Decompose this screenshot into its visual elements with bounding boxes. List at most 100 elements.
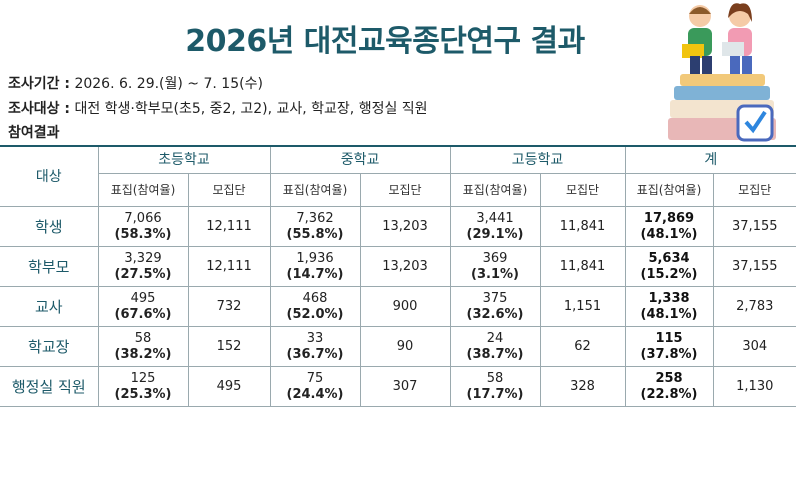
sample-count: 33 (306, 330, 324, 346)
participation-rate: (22.8%) (640, 386, 698, 402)
population-cell: 13,203 (359, 206, 451, 247)
target-label: 조사대상 : (8, 101, 70, 117)
sample-cell: 258 (22.8%) (624, 366, 714, 407)
period: 2026. 6. 29.(월) ~ 7. 15(수) (74, 76, 263, 92)
table-row: 행정실 직원 125 (25.3%) 495 75 (24.4%) 307 58 (17.7%)… (0, 366, 796, 407)
sub-header: 표집(참여율) (624, 173, 714, 207)
sample-cell: 7,066 (58.3%) (97, 206, 189, 247)
population-cell: 11,841 (539, 206, 626, 247)
period-line: 조사기간 : 2026. 6. 29.(월) ~ 7. 15(수) (8, 73, 263, 93)
participation-rate: (48.1%) (640, 306, 698, 322)
population-cell: 37,155 (712, 206, 796, 247)
row-label: 행정실 직원 (0, 366, 99, 407)
row-label: 학부모 (0, 246, 99, 287)
population-cell: 307 (359, 366, 451, 407)
sample-cell: 468 (52.0%) (269, 286, 361, 327)
title: 2026년 대전교육종단연구 결과 (185, 24, 585, 59)
row-label: 학생 (0, 206, 99, 247)
group-header: 고등학교 (449, 145, 626, 174)
sample-cell: 125 (25.3%) (97, 366, 189, 407)
sub-header: 표집(참여율) (449, 173, 541, 207)
sample-count: 1,936 (296, 250, 334, 266)
population-cell: 900 (359, 286, 451, 327)
results-label: 참여결과 (8, 125, 60, 141)
sample-cell: 115 (37.8%) (624, 326, 714, 367)
sample-count: 58 (486, 370, 504, 386)
sample-cell: 24 (38.7%) (449, 326, 541, 367)
target-line: 조사대상 : 대전 학생·학부모(초5, 중2, 고2), 교사, 학교장, 행… (8, 98, 428, 118)
sample-count: 1,338 (648, 290, 690, 306)
table-row: 학교장 58 (38.2%) 152 33 (36.7%) 90 24 (38.7%) 62 115… (0, 326, 796, 367)
sub-header: 모집단 (712, 173, 796, 207)
target: 대전 학생·학부모(초5, 중2, 고2), 교사, 학교장, 행정실 직원 (74, 101, 428, 117)
table-row: 교사 495 (67.6%) 732 468 (52.0%) 900 375 (32.6%) 1,… (0, 286, 796, 327)
group-header: 중학교 (269, 145, 451, 174)
sample-cell: 33 (36.7%) (269, 326, 361, 367)
sample-cell: 1,338 (48.1%) (624, 286, 714, 327)
table-row: 학부모 3,329 (27.5%) 12,111 1,936 (14.7%) 13,203 3… (0, 246, 796, 287)
population-cell: 90 (359, 326, 451, 367)
participation-rate: (37.8%) (640, 346, 698, 362)
sample-count: 75 (306, 370, 324, 386)
population-cell: 11,841 (539, 246, 626, 287)
population-cell: 1,130 (712, 366, 796, 407)
corner-header: 대상 (0, 145, 99, 207)
population-cell: 37,155 (712, 246, 796, 287)
row-label: 학교장 (0, 326, 99, 367)
population-cell: 2,783 (712, 286, 796, 327)
population-cell: 495 (187, 366, 271, 407)
participation-rate: (25.3%) (114, 386, 172, 402)
sample-count: 468 (302, 290, 328, 306)
sub-header: 모집단 (359, 173, 451, 207)
population-cell: 1,151 (539, 286, 626, 327)
sub-header: 모집단 (187, 173, 271, 207)
period-label: 조사기간 : (8, 76, 70, 92)
participation-rate: (24.4%) (286, 386, 344, 402)
participation-rate: (52.0%) (286, 306, 344, 322)
group-header: 초등학교 (97, 145, 271, 174)
sample-cell: 3,329 (27.5%) (97, 246, 189, 287)
sample-cell: 75 (24.4%) (269, 366, 361, 407)
sample-count: 58 (134, 330, 152, 346)
participation-rate: (17.7%) (466, 386, 524, 402)
sample-count: 5,634 (648, 250, 690, 266)
participation-rate: (15.2%) (640, 266, 698, 282)
participation-rate: (67.6%) (114, 306, 172, 322)
illustration (668, 3, 776, 142)
sample-count: 495 (130, 290, 156, 306)
population-cell: 328 (539, 366, 626, 407)
sample-count: 17,869 (643, 210, 695, 226)
sample-cell: 5,634 (15.2%) (624, 246, 714, 287)
sample-count: 115 (655, 330, 683, 346)
participation-rate: (32.6%) (466, 306, 524, 322)
sample-count: 375 (482, 290, 508, 306)
group-header: 계 (624, 145, 796, 174)
population-cell: 12,111 (187, 206, 271, 247)
population-cell: 12,111 (187, 246, 271, 287)
result-table: 대상 초등학교 중학교 고등학교 계 표집(참여율) 모집단 표집(참여율) 모집단 표집(참여… (0, 145, 796, 407)
population-cell: 304 (712, 326, 796, 367)
sub-header: 모집단 (539, 173, 626, 207)
population-cell: 13,203 (359, 246, 451, 287)
sample-cell: 3,441 (29.1%) (449, 206, 541, 247)
participation-rate: (55.8%) (286, 226, 344, 242)
sub-header: 표집(참여율) (269, 173, 361, 207)
participation-rate: (29.1%) (466, 226, 524, 242)
participation-rate: (48.1%) (640, 226, 698, 242)
participation-rate: (38.2%) (114, 346, 172, 362)
row-label: 교사 (0, 286, 99, 327)
participation-rate: (38.7%) (466, 346, 524, 362)
participation-rate: (14.7%) (286, 266, 344, 282)
population-cell: 732 (187, 286, 271, 327)
sample-cell: 58 (38.2%) (97, 326, 189, 367)
sample-count: 3,329 (124, 250, 162, 266)
population-cell: 62 (539, 326, 626, 367)
sample-count: 369 (482, 250, 508, 266)
participation-rate: (36.7%) (286, 346, 344, 362)
population-cell: 152 (187, 326, 271, 367)
sample-cell: 495 (67.6%) (97, 286, 189, 327)
sample-count: 125 (130, 370, 156, 386)
sample-cell: 7,362 (55.8%) (269, 206, 361, 247)
sample-cell: 375 (32.6%) (449, 286, 541, 327)
